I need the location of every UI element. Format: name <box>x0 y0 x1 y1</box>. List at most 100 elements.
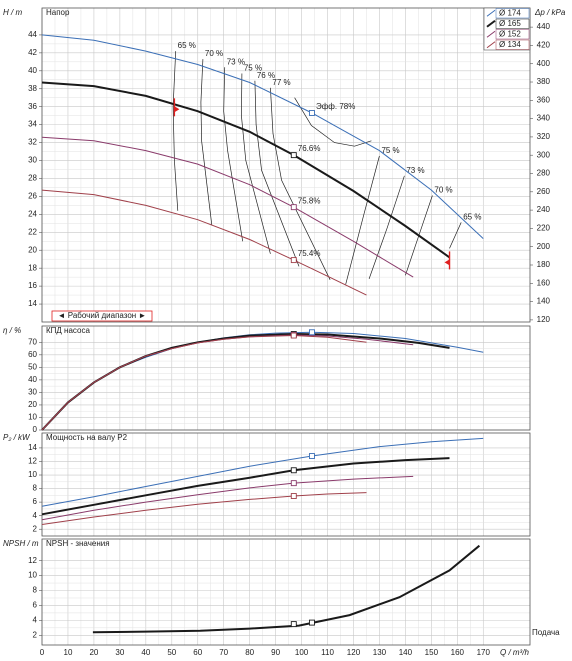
duty-point <box>309 453 315 459</box>
duty-point <box>290 204 297 211</box>
duty-point <box>290 467 297 474</box>
y-tick-label: 44 <box>28 30 37 39</box>
y-tick-label: 2 <box>33 630 38 639</box>
iso-efficiency-line <box>254 80 300 267</box>
x-tick-label: 100 <box>295 648 309 657</box>
y2-tick-label: 220 <box>537 224 551 233</box>
y-tick-label: 12 <box>28 556 37 565</box>
duty-point <box>309 110 315 116</box>
y-axis-label: η / % <box>3 326 21 335</box>
duty-point <box>290 257 297 264</box>
x-tick-label: 140 <box>399 648 413 657</box>
y2-tick-label: 320 <box>537 132 551 141</box>
legend-label: Ø 174 <box>499 8 521 17</box>
x-tick-label: 90 <box>271 648 280 657</box>
iso-efficiency-line <box>172 51 179 211</box>
duty-point <box>290 152 297 159</box>
range-label: ◄ Рабочий диапазон ► <box>58 311 147 320</box>
series-line <box>41 492 367 525</box>
y-tick-label: 32 <box>28 138 37 147</box>
duty-point <box>290 480 297 487</box>
series-line <box>41 189 367 296</box>
x-tick-label: 170 <box>477 648 491 657</box>
panel-title: Напор <box>46 8 70 17</box>
iso-efficiency-label: 70 % <box>205 49 223 58</box>
iso-efficiency-line <box>200 59 213 226</box>
iso-efficiency-line <box>368 175 405 280</box>
plot-frame <box>41 432 531 537</box>
duty-point <box>309 619 315 626</box>
y2-tick-label: 400 <box>537 59 551 68</box>
series-line <box>41 475 414 521</box>
legend-row <box>495 8 530 19</box>
y-tick-label: 70 <box>28 337 37 346</box>
y-tick-label: 40 <box>28 66 37 75</box>
series-line <box>92 544 481 634</box>
y-tick-label: 4 <box>33 511 38 520</box>
iso-efficiency-label: 73 % <box>227 57 245 66</box>
iso-efficiency-line <box>241 73 271 254</box>
legend-row <box>495 18 530 29</box>
x-tick-label: 40 <box>141 648 150 657</box>
legend-label: Ø 134 <box>499 40 521 49</box>
y-tick-label: 36 <box>28 102 37 111</box>
duty-point <box>290 332 297 339</box>
iso-efficiency-label: 75 % <box>244 64 262 73</box>
duty-point-label: 75.4% <box>298 249 321 258</box>
x-tick-label: 10 <box>64 648 73 657</box>
x-tick-label: 30 <box>115 648 124 657</box>
y2-tick-label: 140 <box>537 297 551 306</box>
y-tick-label: 12 <box>28 457 37 466</box>
y2-tick-label: 300 <box>537 150 551 159</box>
y2-tick-label: 160 <box>537 278 551 287</box>
y-tick-label: 10 <box>28 571 37 580</box>
y-tick-label: 40 <box>28 375 37 384</box>
y-tick-label: 26 <box>28 192 37 201</box>
duty-point <box>290 493 297 499</box>
y-tick-label: 2 <box>33 524 38 533</box>
plot-frame <box>41 325 531 431</box>
plot-background <box>42 433 530 536</box>
plot-background <box>42 539 530 645</box>
series-line <box>41 136 414 278</box>
series-line <box>41 334 367 431</box>
x-tick-label: 60 <box>193 648 202 657</box>
series-line <box>41 437 484 507</box>
y-axis-label: H / m <box>3 8 22 17</box>
legend-swatch <box>486 41 496 49</box>
range-label-box <box>51 310 153 322</box>
iso-efficiency-line <box>270 87 331 280</box>
legend-swatch <box>486 19 496 28</box>
y2-tick-label: 420 <box>537 41 551 50</box>
y-tick-label: 60 <box>28 350 37 359</box>
x-axis-caption: Подача <box>532 628 560 637</box>
y-tick-label: 42 <box>28 48 37 57</box>
y2-tick-label: 280 <box>537 169 551 178</box>
iso-efficiency-line <box>294 97 372 147</box>
y-tick-label: 30 <box>28 388 37 397</box>
x-axis-label: Q / m³/h <box>500 648 529 657</box>
iso-efficiency-line <box>345 155 380 285</box>
panel-title: КПД насоса <box>46 326 90 335</box>
y-tick-label: 10 <box>28 413 37 422</box>
iso-efficiency-label: 75 % <box>381 146 399 155</box>
x-tick-label: 80 <box>245 648 254 657</box>
plot-frame <box>41 7 531 323</box>
legend-row <box>495 39 530 50</box>
y2-tick-label: 120 <box>537 315 551 324</box>
y-axis-label: NPSH / m <box>3 539 39 548</box>
y-tick-label: 20 <box>28 245 37 254</box>
iso-efficiency-label: 65 % <box>463 213 481 222</box>
y2-tick-label: 440 <box>537 22 551 31</box>
y2-tick-label: 180 <box>537 260 551 269</box>
series-line <box>41 457 450 516</box>
duty-point <box>290 621 297 628</box>
y-tick-label: 38 <box>28 84 37 93</box>
y-tick-label: 34 <box>28 120 37 129</box>
y-tick-label: 18 <box>28 263 37 272</box>
duty-point-label: Эфф. 78% <box>316 102 355 111</box>
y-axis-label: P₂ / kW <box>3 433 31 442</box>
x-tick-label: 70 <box>219 648 228 657</box>
y2-tick-label: 260 <box>537 187 551 196</box>
iso-efficiency-label: 77 % <box>272 78 290 87</box>
